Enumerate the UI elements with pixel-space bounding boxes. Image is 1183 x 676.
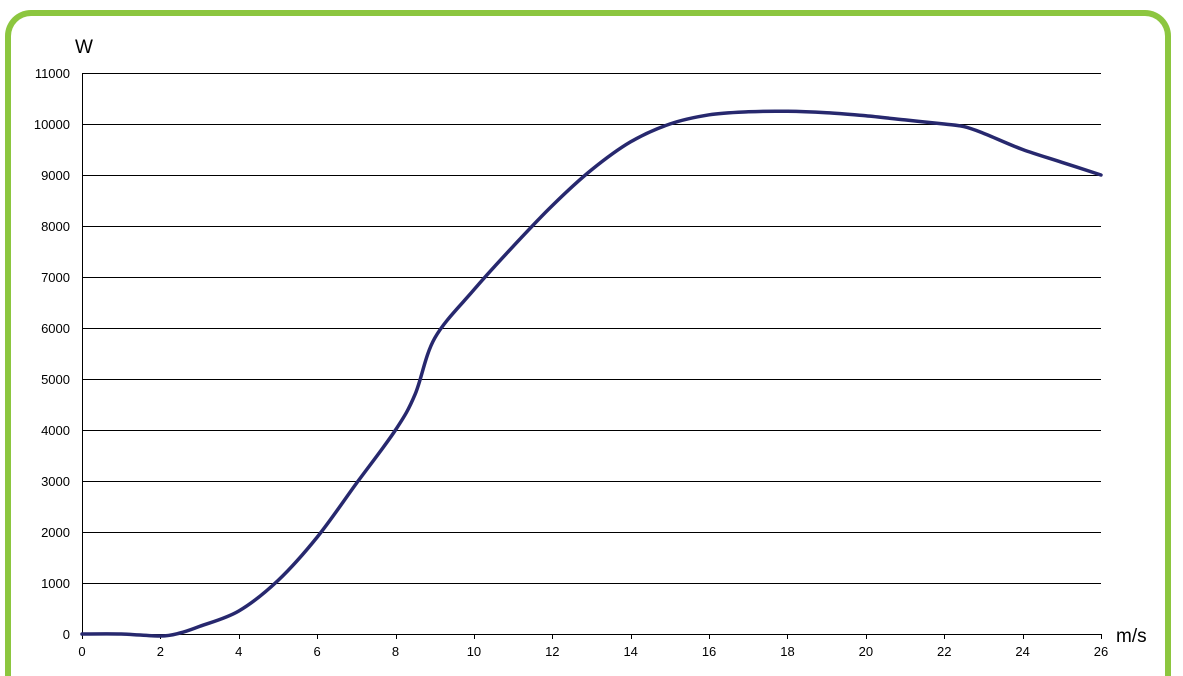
y-tick-label: 6000 [41,321,70,336]
y-tick-label: 10000 [34,117,70,132]
y-tick-label: 5000 [41,372,70,387]
y-tick-label: 2000 [41,525,70,540]
x-tick-label: 16 [702,644,716,659]
y-tick-label: 9000 [41,168,70,183]
axes [82,73,1102,639]
x-tick-label: 10 [467,644,481,659]
y-tick-label: 0 [63,627,70,642]
x-tick-label: 24 [1015,644,1029,659]
series-line-0 [80,109,1103,638]
x-tick-label: 22 [937,644,951,659]
x-axis-title: m/s [1116,626,1147,647]
x-tick-label: 12 [545,644,559,659]
x-tick-label: 0 [78,644,85,659]
y-tick-label: 4000 [41,423,70,438]
x-tick-label: 26 [1094,644,1108,659]
y-tick-label: 7000 [41,270,70,285]
x-tick-label: 4 [235,644,242,659]
x-tick-label: 14 [623,644,637,659]
x-tick-label: 6 [314,644,321,659]
x-tick-label: 20 [859,644,873,659]
x-tick-label: 18 [780,644,794,659]
chart-frame [5,10,1171,676]
y-axis-title: W [75,37,93,58]
y-tick-label: 8000 [41,219,70,234]
tick-labels: 0100020003000400050006000700080009000100… [34,66,1108,659]
grid-lines [82,73,1101,584]
series-layer [80,109,1103,638]
y-tick-label: 3000 [41,474,70,489]
y-tick-label: 11000 [35,66,70,81]
x-tick-label: 8 [392,644,399,659]
x-tick-label: 2 [157,644,164,659]
y-tick-label: 1000 [41,576,70,591]
